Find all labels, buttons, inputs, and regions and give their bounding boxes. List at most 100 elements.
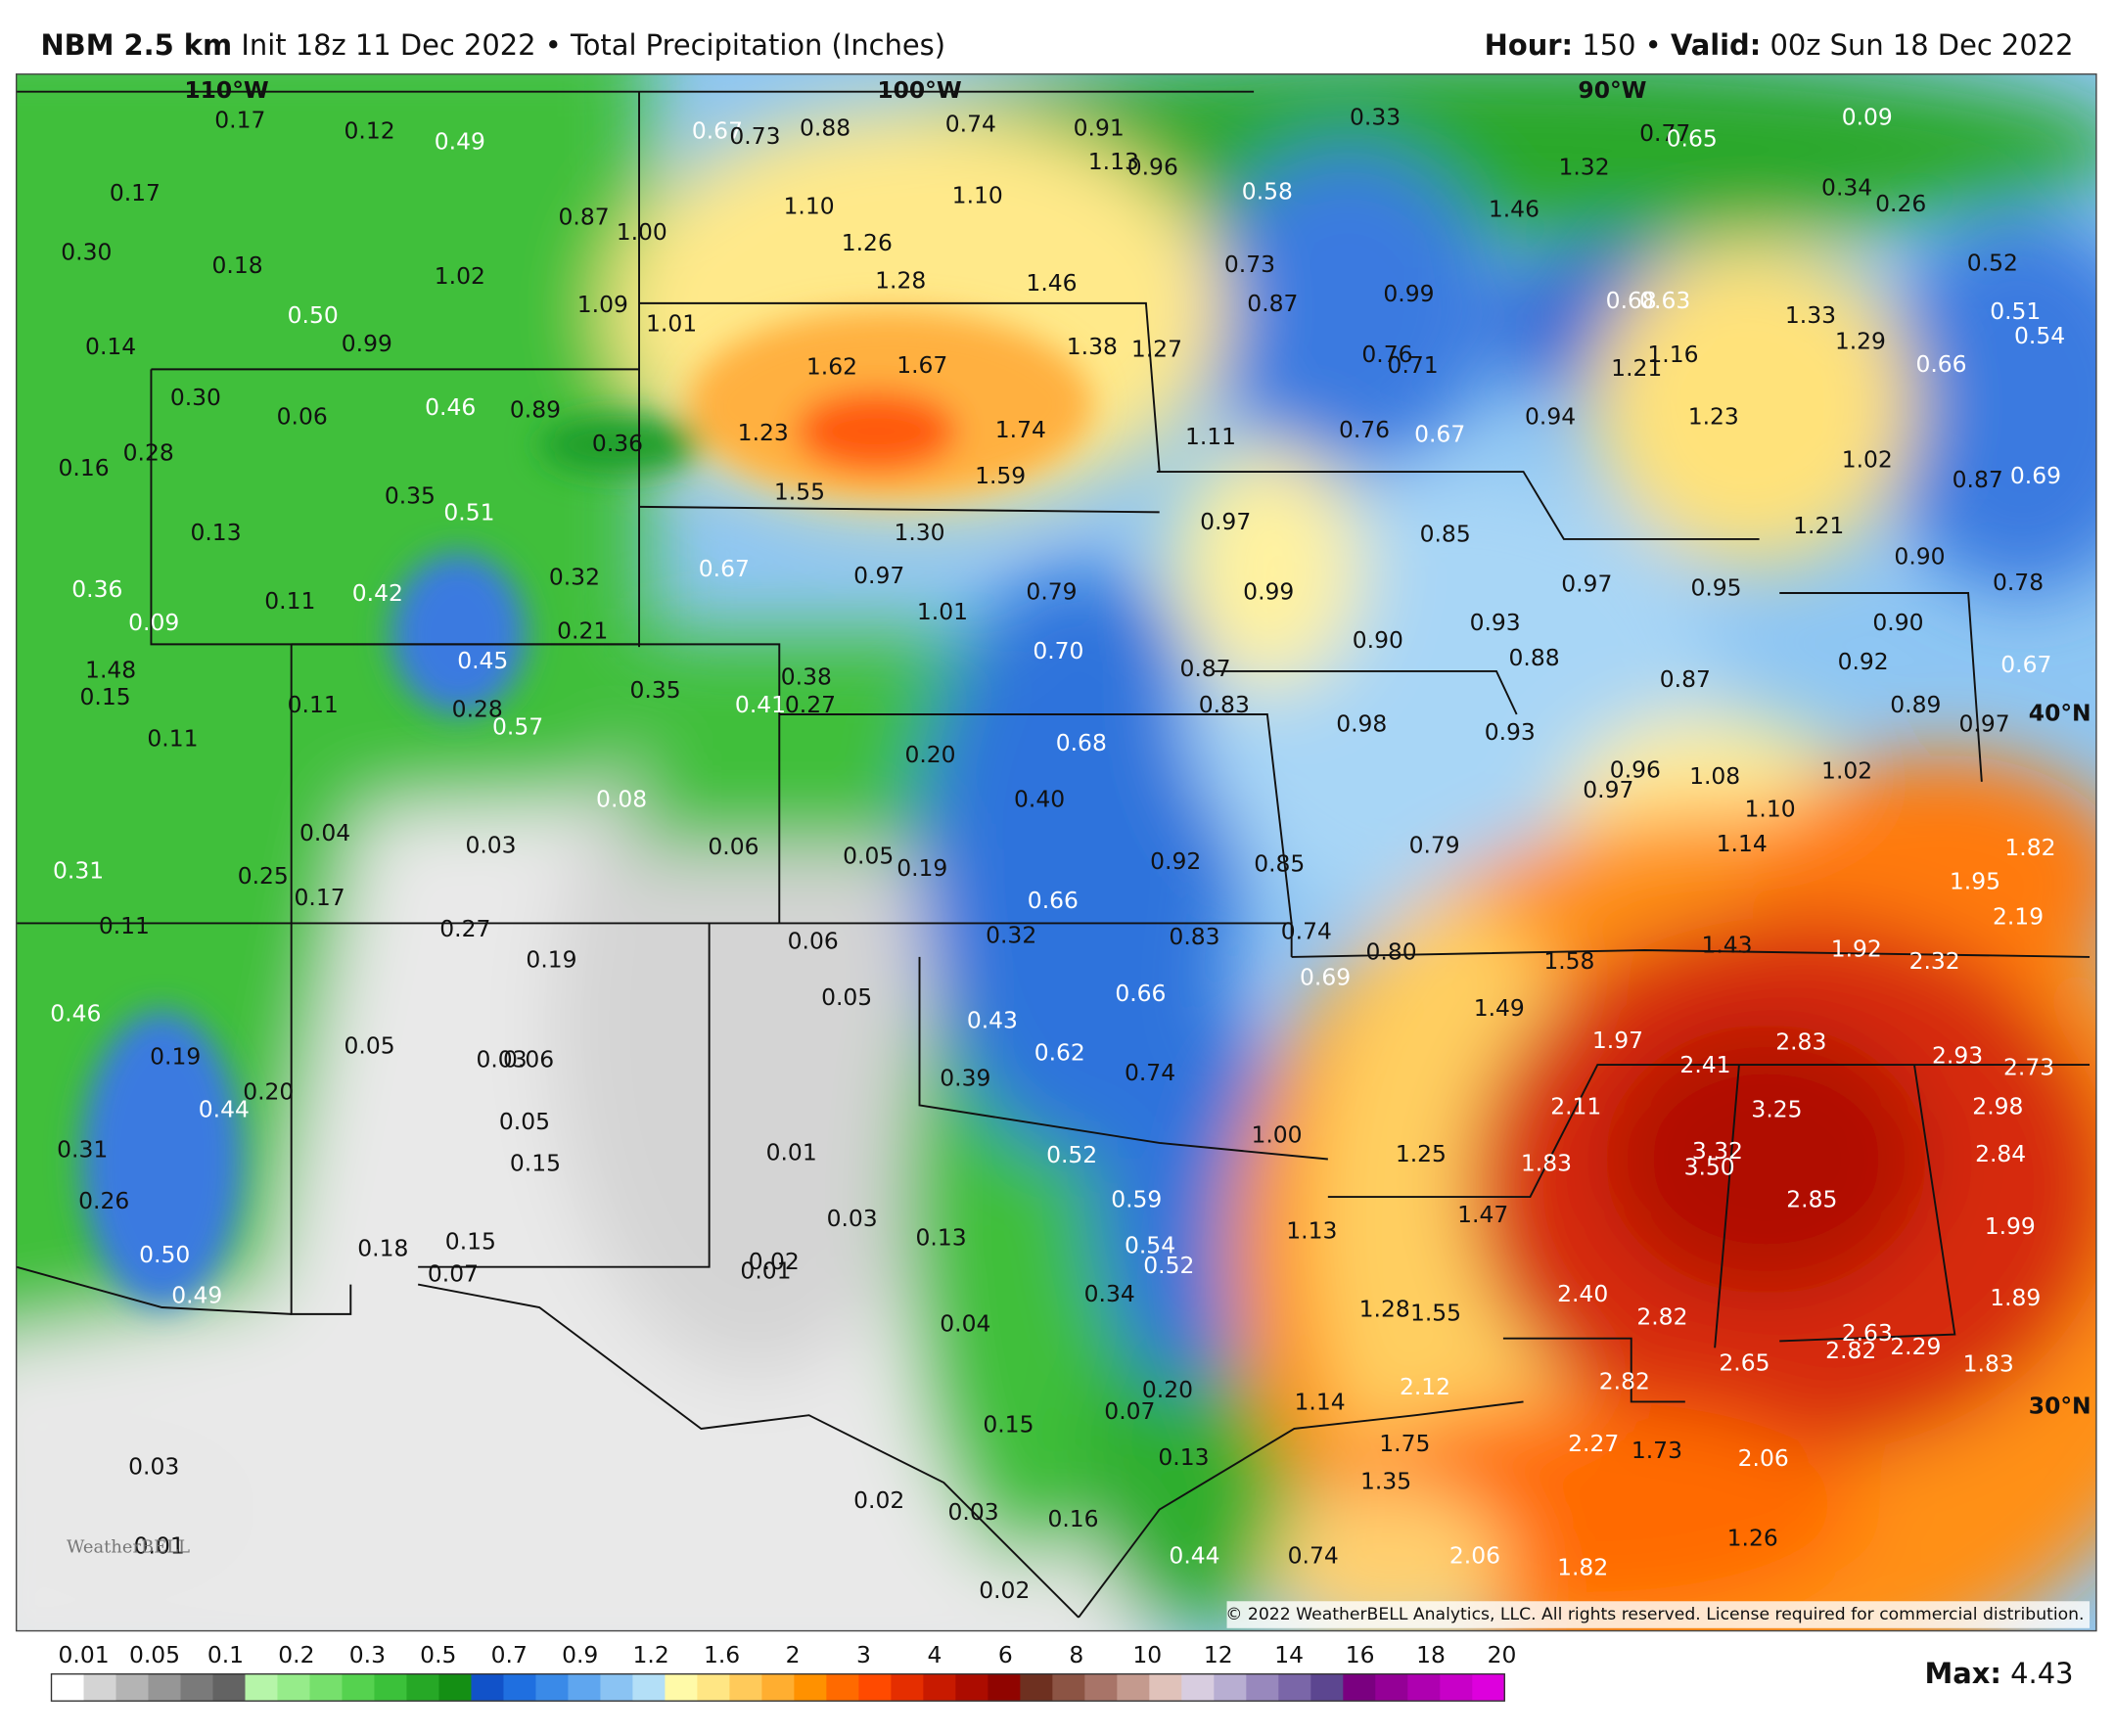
precip-label: 2.19 [1993, 902, 2044, 930]
legend-label: 8 [1069, 1641, 1083, 1668]
precip-label: 0.74 [1281, 918, 1332, 945]
precip-label: 1.00 [617, 218, 667, 246]
precip-label: 2.27 [1568, 1430, 1619, 1457]
graticule-label: 100°W [877, 76, 962, 104]
precip-label: 2.32 [1909, 947, 1960, 975]
watermark: WeatherBELL [67, 1537, 190, 1558]
precip-label: 0.74 [945, 111, 996, 138]
color-swatch [1149, 1673, 1183, 1702]
precip-label: 0.79 [1409, 831, 1460, 858]
precip-label: 2.06 [1449, 1541, 1500, 1569]
color-swatch [665, 1673, 699, 1702]
precip-label: 0.36 [71, 575, 122, 603]
precip-label: 1.62 [806, 353, 857, 381]
precip-label: 0.43 [967, 1007, 1018, 1034]
precip-label: 1.00 [1251, 1121, 1302, 1149]
precip-label: 0.04 [940, 1309, 990, 1337]
legend-label: 3 [856, 1641, 871, 1668]
precip-label: 0.19 [896, 854, 947, 882]
precip-label: 0.03 [827, 1205, 878, 1232]
precip-label: 0.32 [549, 563, 600, 590]
precip-label: 0.97 [1561, 570, 1612, 597]
precip-label: 0.05 [344, 1032, 394, 1060]
legend-label: 6 [998, 1641, 1013, 1668]
precip-label: 0.11 [147, 725, 198, 753]
precip-label: 2.83 [1775, 1028, 1826, 1056]
precip-label: 0.57 [492, 712, 543, 740]
precip-label: 1.14 [1295, 1388, 1346, 1415]
precip-label: 0.89 [1890, 691, 1941, 718]
precip-label: 0.20 [1142, 1376, 1193, 1403]
precip-label: 0.83 [1199, 691, 1250, 718]
color-swatch [955, 1673, 989, 1702]
precip-label: 0.67 [2000, 651, 2051, 678]
precip-label: 3.50 [1684, 1154, 1735, 1181]
precip-label: 0.85 [1420, 520, 1471, 547]
legend-label: 0.5 [420, 1641, 456, 1668]
precip-label: 1.28 [875, 266, 926, 294]
color-swatch [277, 1673, 311, 1702]
precip-label: 0.44 [1169, 1541, 1219, 1569]
max-value: 4.43 [2010, 1657, 2073, 1690]
precip-label: 0.11 [288, 691, 339, 718]
precip-label: 0.96 [1127, 154, 1178, 181]
precip-label: 0.02 [749, 1248, 800, 1275]
precip-label: 0.99 [1383, 280, 1434, 307]
precip-label: 1.95 [1950, 868, 2000, 895]
precip-label: 0.14 [85, 333, 136, 360]
max: Max: 4.43 [1924, 1657, 2073, 1690]
model: NBM 2.5 km [40, 28, 232, 62]
precip-label: 0.30 [170, 384, 221, 411]
precip-label: 0.03 [476, 1045, 527, 1073]
precip-label: 0.68 [1056, 729, 1107, 756]
color-swatch [1310, 1673, 1344, 1702]
precip-label: 0.03 [465, 831, 516, 858]
precip-label: 0.67 [699, 555, 750, 582]
precip-label: 0.06 [788, 927, 839, 954]
precip-label: 0.31 [57, 1136, 108, 1164]
precip-label: 0.39 [940, 1065, 990, 1092]
precip-label: 0.50 [139, 1241, 190, 1268]
precip-label: 1.75 [1379, 1430, 1430, 1457]
color-swatch [858, 1673, 893, 1702]
precip-label: 0.33 [1350, 104, 1401, 131]
color-swatch [438, 1673, 473, 1702]
graticule-label: 40°N [2029, 699, 2091, 726]
color-swatch [1020, 1673, 1054, 1702]
color-swatch [1214, 1673, 1248, 1702]
precip-label: 1.08 [1689, 762, 1740, 790]
precip-label: 0.03 [948, 1498, 999, 1526]
precip-label: 0.54 [1125, 1232, 1175, 1259]
precip-label: 0.09 [1842, 104, 1893, 131]
precip-label: 0.76 [1339, 416, 1390, 443]
legend-label: 14 [1274, 1641, 1304, 1668]
precip-label: 0.02 [979, 1576, 1030, 1604]
precip-label: 0.31 [53, 857, 104, 885]
colorbar-frame [50, 1672, 1505, 1702]
precip-label: 1.09 [577, 291, 628, 318]
precip-label: 0.46 [425, 393, 476, 421]
precip-label: 1.83 [1963, 1350, 2014, 1378]
precip-label: 0.66 [1115, 980, 1166, 1007]
legend-label: 18 [1416, 1641, 1446, 1668]
precip-label: 1.67 [896, 351, 947, 379]
precip-label: 0.52 [1143, 1252, 1194, 1279]
precip-label: 0.02 [853, 1486, 904, 1514]
precip-label: 2.40 [1557, 1280, 1608, 1307]
precip-label: 0.13 [915, 1223, 966, 1251]
precip-label: 1.82 [2004, 834, 2055, 861]
color-swatch [1407, 1673, 1441, 1702]
precip-label: 0.95 [1690, 573, 1741, 601]
precip-label: 1.23 [1688, 402, 1739, 430]
color-swatch [148, 1673, 182, 1702]
precip-label: 1.28 [1359, 1295, 1410, 1322]
precip-label: 0.06 [708, 833, 758, 860]
precip-label: 0.20 [904, 741, 955, 768]
hour-label: Hour: [1485, 28, 1573, 62]
precip-label: 0.34 [1084, 1280, 1135, 1307]
precip-label: 1.59 [975, 462, 1026, 489]
precip-label: 0.68 [1606, 287, 1657, 314]
precip-label: 1.21 [1611, 354, 1662, 382]
precip-label: 0.51 [1990, 297, 2041, 325]
color-swatch [600, 1673, 634, 1702]
